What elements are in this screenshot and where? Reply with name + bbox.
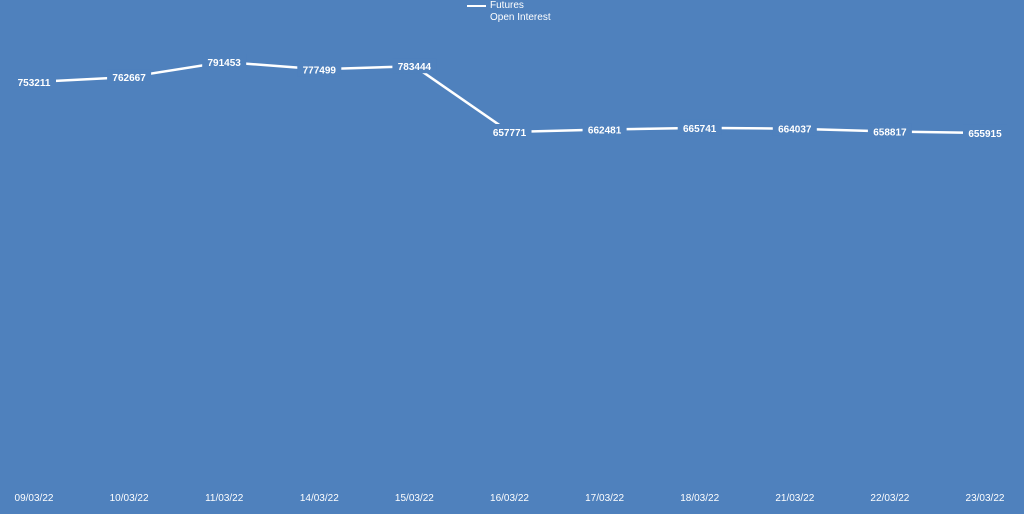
- data-label-background: [772, 120, 817, 136]
- x-tick-label: 15/03/22: [395, 493, 434, 504]
- data-label: 783444: [398, 62, 432, 73]
- legend-label-line2: Open Interest: [490, 12, 551, 23]
- x-axis-tick-labels: 09/03/22 10/03/22 11/03/22 14/03/22 15/03/22…: [15, 493, 1005, 504]
- series-line[interactable]: [33, 60, 986, 135]
- x-tick-label: 18/03/22: [680, 493, 719, 504]
- x-tick-label: 23/03/22: [966, 493, 1005, 504]
- data-label: 664037: [778, 125, 812, 136]
- data-label: 791453: [208, 58, 242, 69]
- x-tick-label: 14/03/22: [300, 493, 339, 504]
- series-line-group: [33, 60, 986, 135]
- data-label: 753211: [18, 78, 51, 89]
- x-tick-label: 22/03/22: [870, 493, 909, 504]
- x-tick-label: 21/03/22: [775, 493, 814, 504]
- data-label-background: [392, 58, 437, 74]
- data-label: 662481: [588, 126, 622, 137]
- data-label-background: [202, 54, 247, 69]
- data-label: 655915: [968, 129, 1002, 140]
- data-label-background: [487, 124, 532, 139]
- data-label-background: [297, 61, 342, 77]
- drop-lines: [33, 69, 986, 474]
- data-label: 762667: [112, 73, 146, 84]
- data-label: 777499: [303, 65, 337, 76]
- data-label: 665741: [683, 124, 717, 135]
- data-label: 658817: [873, 127, 907, 138]
- data-label-background: [12, 74, 56, 90]
- data-label-background: [582, 121, 627, 137]
- data-label-background: [867, 123, 912, 139]
- legend-line-swatch: [467, 5, 486, 7]
- x-tick-label: 10/03/22: [110, 493, 149, 504]
- x-tick-label: 16/03/22: [490, 493, 529, 504]
- data-label-background: [963, 124, 1007, 140]
- data-label-background: [677, 119, 722, 135]
- legend-label-line1: Futures: [490, 0, 524, 11]
- x-tick-label: 09/03/22: [15, 493, 54, 504]
- x-tick-label: 17/03/22: [585, 493, 624, 504]
- data-label: 657771: [493, 128, 527, 139]
- x-tick-label: 11/03/22: [205, 493, 244, 504]
- data-label-background: [107, 69, 152, 85]
- data-labels: 753211 762667 791453 777499 783444 657771 6624…: [12, 54, 1007, 140]
